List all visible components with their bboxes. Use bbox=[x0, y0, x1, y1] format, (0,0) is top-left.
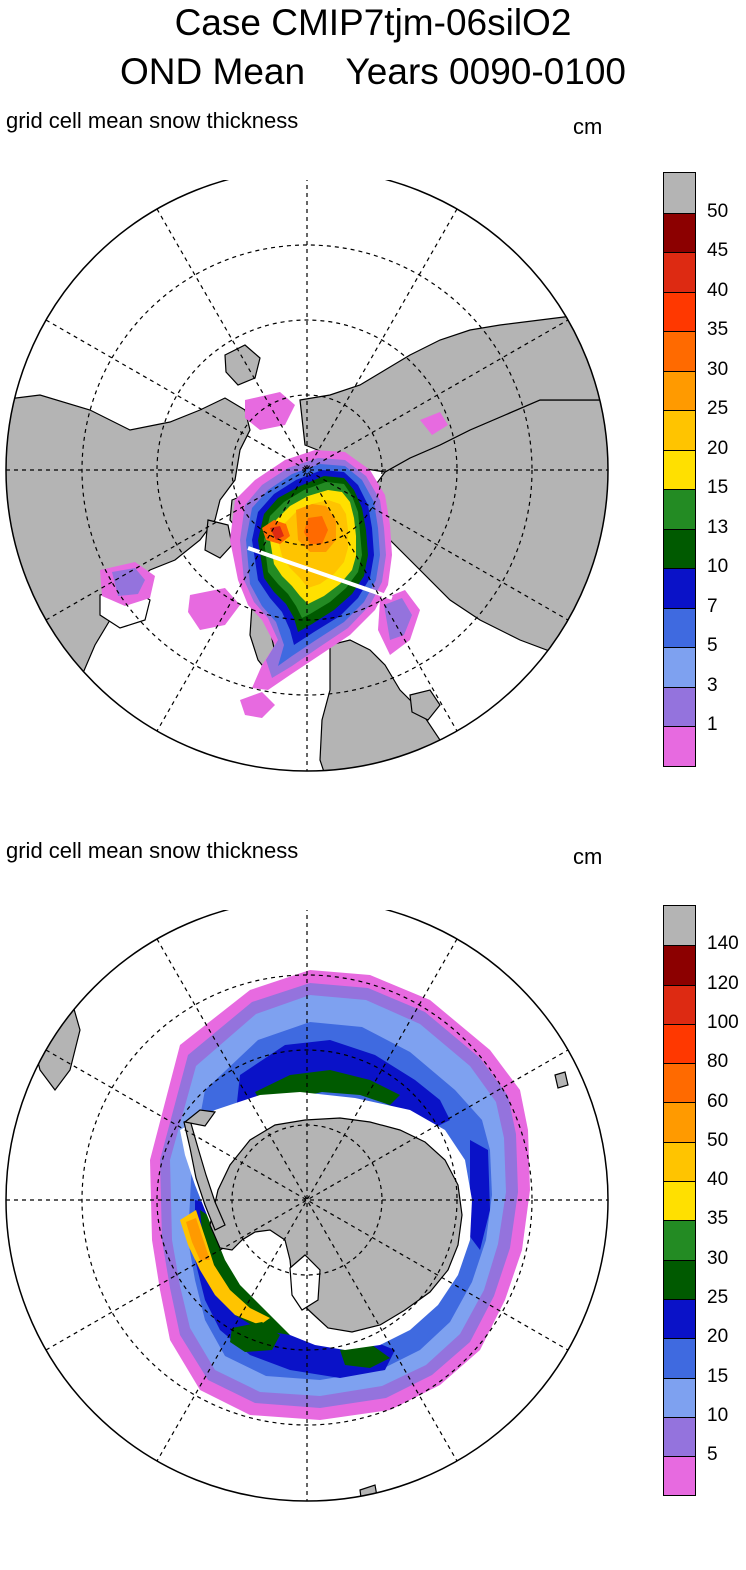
title-line-2: OND Mean Years 0090-0100 bbox=[120, 51, 626, 92]
colorbar-tick-label: 3 bbox=[707, 674, 718, 696]
colorbar-bin bbox=[664, 252, 695, 292]
colorbar-tick-label: 35 bbox=[707, 1208, 729, 1230]
colorbar-bin bbox=[664, 906, 695, 946]
colorbar-bin bbox=[664, 1220, 695, 1260]
colorbar-bin bbox=[664, 726, 695, 766]
arctic-graticule bbox=[6, 180, 608, 771]
colorbar-bin bbox=[664, 1416, 695, 1457]
colorbar-bin bbox=[664, 945, 695, 985]
colorbar-tick-label: 50 bbox=[707, 1129, 729, 1151]
colorbar-bin bbox=[664, 173, 695, 213]
antarctic-panel: grid cell mean snow thickness cm bbox=[0, 830, 746, 1570]
colorbar-tick-label: 5 bbox=[707, 635, 718, 656]
arctic-variable-label: grid cell mean snow thickness bbox=[6, 108, 299, 133]
arctic-map-border bbox=[5, 180, 609, 772]
antarctic-map bbox=[5, 910, 609, 1502]
colorbar-tick-label: 1 bbox=[707, 714, 718, 735]
antarctic-graticule bbox=[6, 910, 608, 1501]
colorbar-tick-label: 10 bbox=[707, 1404, 729, 1426]
colorbar-tick-label: 80 bbox=[707, 1051, 729, 1073]
colorbar-tick-label: 5 bbox=[707, 1444, 718, 1466]
antarctic-map-border bbox=[5, 910, 609, 1502]
colorbar-bin bbox=[664, 1023, 695, 1064]
antarctic-variable-label: grid cell mean snow thickness bbox=[6, 838, 299, 863]
colorbar-tick-label: 45 bbox=[707, 240, 729, 261]
colorbar-tick-label: 20 bbox=[707, 437, 729, 459]
colorbar-tick-label: 40 bbox=[707, 1169, 729, 1191]
colorbar-bin bbox=[664, 1377, 695, 1417]
colorbar-bin bbox=[664, 449, 695, 489]
arctic-units-label: cm bbox=[573, 114, 603, 139]
colorbar-bin bbox=[664, 489, 695, 529]
colorbar-bin bbox=[664, 1102, 695, 1142]
antarctic-colorbar: 140 120 100 80 60 50 40 35 30 25 20 15 10 5 bbox=[663, 905, 739, 1497]
colorbar-bin bbox=[664, 1259, 695, 1299]
colorbar-tick-label: 30 bbox=[707, 358, 729, 380]
colorbar-bin bbox=[664, 291, 695, 331]
colorbar-tick-label: 35 bbox=[707, 319, 729, 340]
colorbar-bin bbox=[664, 1063, 695, 1103]
colorbar-tick-label: 60 bbox=[707, 1090, 729, 1112]
colorbar-bin bbox=[664, 1338, 695, 1378]
colorbar-tick-label: 15 bbox=[707, 477, 729, 498]
colorbar-tick-label: 13 bbox=[707, 516, 729, 538]
colorbar-tick-label: 30 bbox=[707, 1247, 729, 1269]
antarctic-units-label: cm bbox=[573, 844, 603, 869]
colorbar-bin bbox=[664, 607, 695, 647]
colorbar-bin bbox=[664, 212, 695, 252]
colorbar-bin bbox=[664, 1456, 695, 1496]
colorbar-tick-label: 7 bbox=[707, 595, 718, 617]
arctic-panel: grid cell mean snow thickness cm bbox=[0, 100, 746, 840]
colorbar-tick-label: 140 bbox=[707, 933, 739, 955]
arctic-colorbar: 50 45 40 35 30 25 20 15 13 10 7 5 3 1 bbox=[663, 172, 728, 767]
colorbar-bin bbox=[664, 1181, 695, 1221]
colorbar-bin bbox=[664, 1141, 695, 1182]
colorbar-bin bbox=[664, 984, 695, 1024]
colorbar-tick-label: 20 bbox=[707, 1326, 729, 1348]
colorbar-bin bbox=[664, 370, 695, 410]
colorbar-bin bbox=[664, 1298, 695, 1339]
colorbar-tick-label: 10 bbox=[707, 556, 729, 577]
colorbar-tick-label: 25 bbox=[707, 1287, 729, 1308]
arctic-map bbox=[5, 180, 609, 772]
colorbar-bin bbox=[664, 410, 695, 450]
colorbar-tick-label: 25 bbox=[707, 398, 729, 419]
arctic-snow-field bbox=[100, 392, 448, 718]
title-line-1: Case CMIP7tjm-06silO2 bbox=[174, 2, 572, 43]
colorbar-tick-label: 15 bbox=[707, 1365, 729, 1387]
colorbar-bin bbox=[664, 331, 695, 371]
colorbar-bin bbox=[664, 568, 695, 608]
colorbar-bin bbox=[664, 686, 695, 726]
colorbar-bin bbox=[664, 528, 695, 568]
colorbar-bin bbox=[664, 647, 695, 687]
colorbar-tick-label: 120 bbox=[707, 972, 739, 994]
colorbar-tick-label: 40 bbox=[707, 279, 729, 301]
colorbar-tick-label: 100 bbox=[707, 1011, 739, 1033]
colorbar-tick-label: 50 bbox=[707, 200, 729, 222]
